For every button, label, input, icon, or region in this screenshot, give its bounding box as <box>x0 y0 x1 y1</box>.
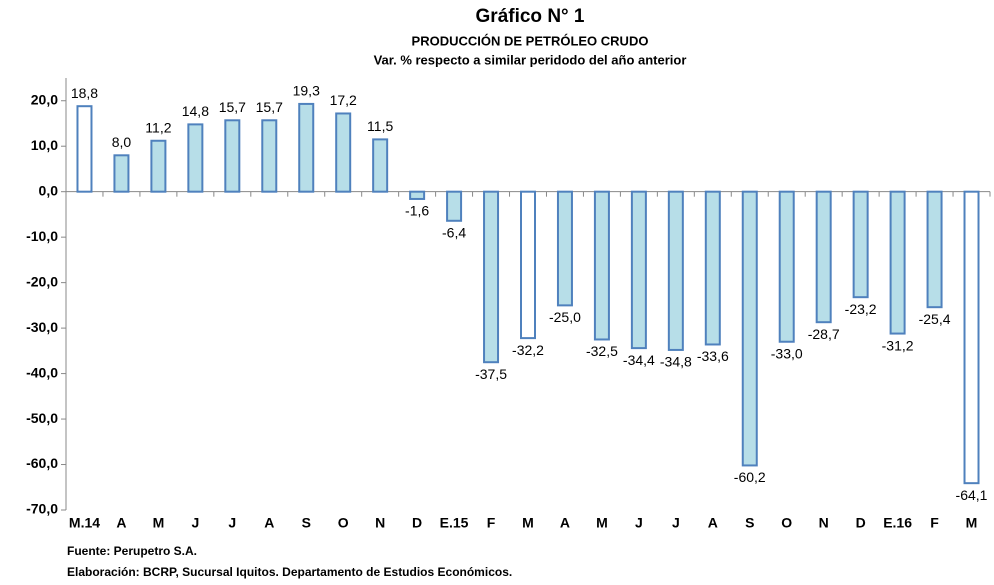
bar <box>483 190 500 364</box>
data-label: -33,6 <box>697 348 729 364</box>
data-label: 14,8 <box>182 103 209 119</box>
x-tick-label: D <box>856 515 866 531</box>
bar <box>593 190 610 341</box>
data-label: -25,4 <box>919 311 951 327</box>
x-tick-label: E.16 <box>883 515 912 531</box>
x-tick-label: E.15 <box>440 515 469 531</box>
data-label: 19,3 <box>293 83 320 99</box>
bar <box>704 190 721 346</box>
data-label: -6,4 <box>442 224 466 240</box>
bar <box>815 190 832 324</box>
data-label: -64,1 <box>956 487 988 503</box>
y-tick-label: -20,0 <box>26 273 58 289</box>
x-tick-label: M <box>596 515 608 531</box>
x-tick-label: M <box>966 515 978 531</box>
x-tick-label: N <box>819 515 829 531</box>
bar <box>187 123 204 193</box>
y-tick-label: -40,0 <box>26 364 58 380</box>
data-label: -1,6 <box>405 203 429 219</box>
x-tick-label: O <box>781 515 792 531</box>
x-tick-label: J <box>191 515 199 531</box>
y-tick-label: 10,0 <box>31 137 58 153</box>
bar <box>298 102 315 193</box>
data-label: -25,0 <box>549 309 581 325</box>
bar <box>667 190 684 351</box>
data-label: -32,2 <box>512 342 544 358</box>
bar <box>113 154 130 193</box>
data-label: -60,2 <box>734 469 766 485</box>
x-tick-label: F <box>487 515 496 531</box>
data-label: -31,2 <box>882 337 914 353</box>
bar <box>889 190 906 335</box>
data-label: -33,0 <box>771 345 803 361</box>
y-tick-label: -30,0 <box>26 319 58 335</box>
y-tick-label: -50,0 <box>26 410 58 426</box>
bar <box>150 139 167 193</box>
data-label: -34,4 <box>623 352 655 368</box>
data-label: 17,2 <box>330 92 357 108</box>
x-tick-label: A <box>264 515 274 531</box>
x-tick-label: M.14 <box>69 515 100 531</box>
data-label: -34,8 <box>660 354 692 370</box>
x-tick-label: M <box>153 515 165 531</box>
data-label: 8,0 <box>112 134 132 150</box>
bar <box>556 190 573 307</box>
bar <box>224 119 241 193</box>
x-tick-label: J <box>672 515 680 531</box>
bar <box>926 190 943 309</box>
bar <box>520 190 536 340</box>
y-tick-label: -70,0 <box>26 501 58 517</box>
x-tick-label: A <box>708 515 718 531</box>
y-tick-label: -10,0 <box>26 228 58 244</box>
bar <box>261 119 278 193</box>
chart-subtitle: PRODUCCIÓN DE PETRÓLEO CRUDO <box>412 33 649 48</box>
data-label: -37,5 <box>475 366 507 382</box>
x-tick-label: N <box>375 515 385 531</box>
data-label: 11,5 <box>367 118 393 134</box>
y-tick-label: 0,0 <box>39 182 59 198</box>
data-label: -28,7 <box>808 326 840 342</box>
data-label: 15,7 <box>219 99 246 115</box>
x-tick-label: D <box>412 515 422 531</box>
x-tick-label: J <box>228 515 236 531</box>
y-tick-label: -60,0 <box>26 455 58 471</box>
bar <box>372 138 389 193</box>
bar <box>778 190 795 343</box>
bar <box>409 190 426 200</box>
x-tick-label: S <box>745 515 754 531</box>
x-tick-label: M <box>522 515 534 531</box>
footnote: Elaboración: BCRP, Sucursal Iquitos. Dep… <box>67 565 512 579</box>
x-tick-label: J <box>635 515 643 531</box>
bar <box>963 190 980 485</box>
y-tick-label: 20,0 <box>31 91 58 107</box>
data-label: 11,2 <box>145 119 171 135</box>
x-tick-label: A <box>560 515 570 531</box>
source-note: Fuente: Perupetro S.A. <box>67 544 197 558</box>
x-tick-label: O <box>338 515 349 531</box>
data-label: -23,2 <box>845 301 877 317</box>
bar <box>852 190 869 299</box>
bar <box>76 105 93 193</box>
bar <box>630 190 647 350</box>
data-label: 15,7 <box>256 99 283 115</box>
bar <box>741 190 758 467</box>
x-tick-label: A <box>116 515 126 531</box>
chart-subtitle: Var. % respecto a similar peridodo del a… <box>374 52 687 67</box>
bar <box>335 112 352 193</box>
bar <box>446 190 463 222</box>
x-tick-label: S <box>302 515 311 531</box>
data-label: 18,8 <box>71 85 98 101</box>
chart-title: Gráfico N° 1 <box>476 6 585 27</box>
data-label: -32,5 <box>586 343 618 359</box>
x-tick-label: F <box>930 515 939 531</box>
